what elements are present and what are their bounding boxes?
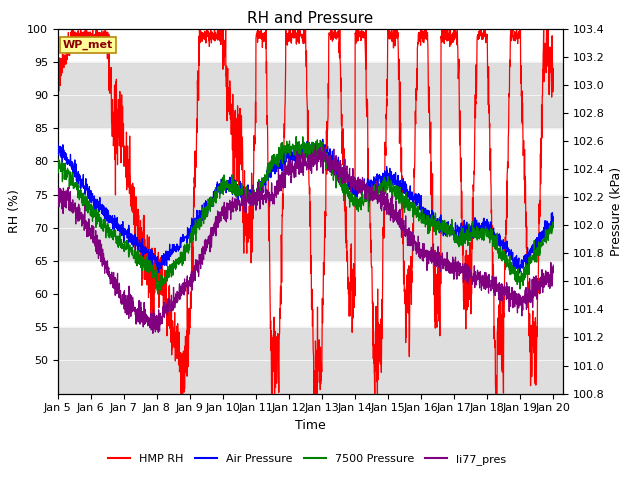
Y-axis label: Pressure (kPa): Pressure (kPa) [611, 167, 623, 256]
Legend: HMP RH, Air Pressure, 7500 Pressure, li77_pres: HMP RH, Air Pressure, 7500 Pressure, li7… [104, 450, 511, 469]
Y-axis label: RH (%): RH (%) [8, 189, 21, 233]
Bar [58, 327, 563, 394]
Bar [58, 62, 563, 128]
Title: RH and Pressure: RH and Pressure [247, 11, 374, 26]
Text: WP_met: WP_met [63, 40, 113, 50]
X-axis label: Time: Time [295, 419, 326, 432]
Bar [58, 194, 563, 261]
